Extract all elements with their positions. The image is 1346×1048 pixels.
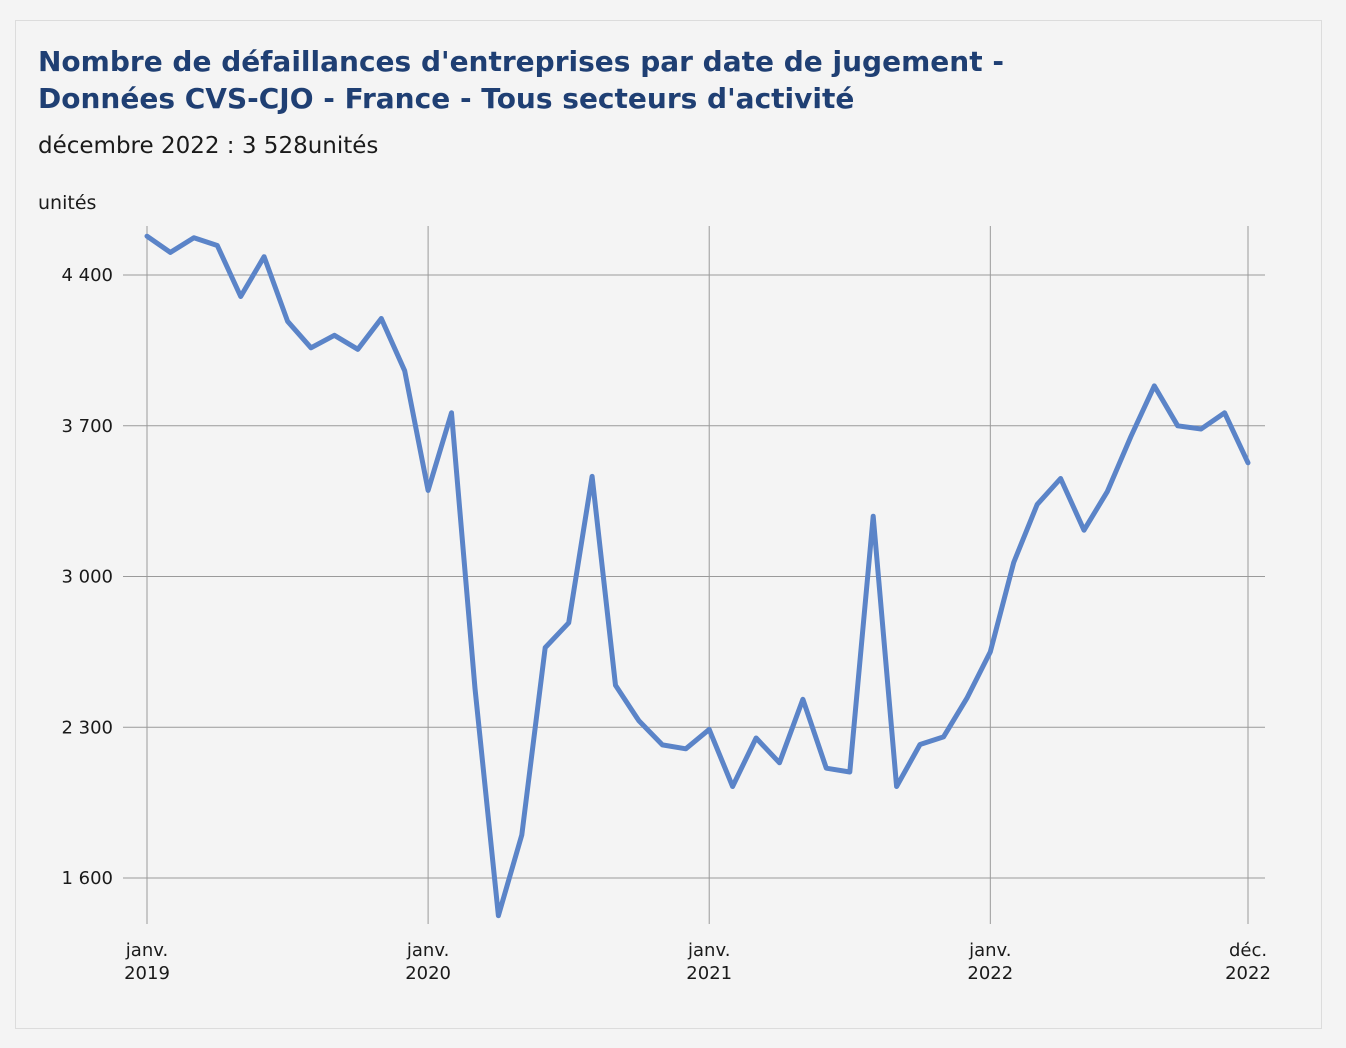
x-tick-label-month: janv.: [968, 940, 1011, 961]
chart-card: Nombre de défaillances d'entreprises par…: [15, 20, 1322, 1029]
chart-title-line-2: Données CVS-CJO - France - Tous secteurs…: [38, 82, 855, 115]
series-line: [144, 233, 1251, 919]
y-tick-label: 2 300: [61, 717, 113, 738]
x-tick-label-year: 2019: [124, 963, 170, 984]
x-tick-label-year: 2020: [405, 963, 451, 984]
y-tick-label: 4 400: [61, 265, 113, 286]
x-tick-label-month: janv.: [406, 940, 449, 961]
y-tick-label: 3 000: [61, 567, 113, 588]
chart-title-line-1: Nombre de défaillances d'entreprises par…: [38, 45, 1004, 78]
x-tick-label-month: janv.: [687, 940, 730, 961]
y-tick-label: 1 600: [61, 868, 113, 889]
x-tick-label-year: 2022: [1225, 963, 1271, 984]
chart-title: Nombre de défaillances d'entreprises par…: [38, 43, 1138, 117]
x-tick-label-month: déc.: [1229, 940, 1267, 961]
x-tick-label-year: 2021: [686, 963, 732, 984]
y-axis-unit-label: unités: [38, 192, 97, 214]
y-tick-label: 3 700: [61, 416, 113, 437]
x-tick-label-year: 2022: [967, 963, 1013, 984]
x-tick-label-month: janv.: [125, 940, 168, 961]
chart-subtitle: décembre 2022 : 3 528unités: [38, 133, 379, 159]
